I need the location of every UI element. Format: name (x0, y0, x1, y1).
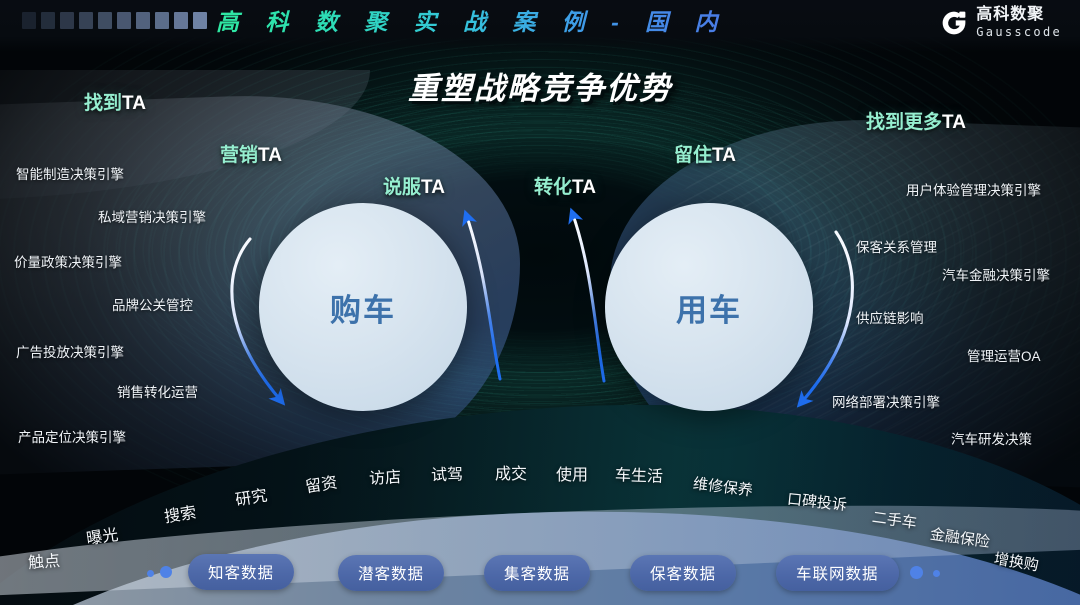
stage-circle-2[interactable]: 用车 (605, 203, 813, 411)
brand-logo: 高科数聚 Gausscode (940, 7, 1062, 38)
ta-label-cn: 找到更多 (866, 112, 943, 133)
right-capability-label-5: 管理运营OA (967, 349, 1041, 364)
header-bar-segment (136, 12, 150, 29)
stage-circle-1[interactable]: 购车 (259, 203, 467, 411)
ta-label-4: 转化TA (534, 172, 596, 199)
page-title: 重塑战略竞争优势 (408, 71, 672, 106)
right-capability-label-3: 汽车金融决策引擎 (942, 268, 1050, 283)
header-bar-segment (193, 12, 207, 29)
stage-circle-label: 购车 (330, 292, 396, 328)
logo-text-cn: 高科数聚 (976, 6, 1045, 23)
ta-label-tag: TA (421, 177, 445, 198)
journey-stage-label: 试驾 (430, 466, 464, 485)
journey-stage-label: 触点 (27, 552, 61, 573)
right-capability-label-4: 供应链影响 (856, 311, 924, 326)
ta-label-tag: TA (122, 93, 146, 114)
ta-label-5: 留住TA (674, 140, 736, 167)
journey-stage-label: 访店 (368, 469, 402, 488)
journey-stage-label: 成交 (495, 466, 528, 483)
right-capability-label-2: 保客关系管理 (856, 240, 937, 255)
header-bar-segment (41, 12, 55, 29)
ta-label-1: 找到TA (84, 88, 146, 115)
left-capability-label-4: 品牌公关管控 (112, 298, 193, 313)
ta-label-3: 说服TA (383, 172, 445, 199)
ta-label-tag: TA (942, 112, 966, 133)
ta-label-2: 营销TA (220, 140, 282, 167)
left-capability-label-5: 广告投放决策引擎 (16, 345, 124, 360)
left-capability-label-7: 产品定位决策引擎 (18, 430, 126, 445)
journey-stage-label: 车生活 (614, 467, 664, 486)
right-capability-label-7: 汽车研发决策 (951, 432, 1032, 447)
ta-label-tag: TA (258, 145, 282, 166)
pill-dot (932, 569, 940, 577)
ta-label-6: 找到更多TA (866, 107, 966, 134)
left-capability-label-2: 私域营销决策引擎 (98, 210, 206, 225)
left-capability-label-6: 销售转化运营 (117, 385, 198, 400)
journey-stage-label: 搜索 (163, 504, 198, 527)
header-bar-segment (155, 12, 169, 29)
ta-label-tag: TA (572, 177, 596, 198)
header-bar-segment (60, 12, 74, 29)
stage-circle-label: 用车 (676, 292, 742, 328)
logo-text-en: Gausscode (976, 25, 1062, 39)
journey-stage-label: 留资 (304, 474, 339, 497)
header-bar-decoration (22, 12, 207, 29)
pill-dot (146, 569, 154, 577)
header-bar: 高 科 数 聚 实 战 案 例 - 国 内 高科数聚 Gausscode (0, 0, 1080, 52)
ta-label-cn: 留住 (674, 145, 713, 166)
header-bar-segment (117, 12, 131, 29)
journey-stage-label: 使用 (556, 467, 589, 484)
right-capability-label-6: 网络部署决策引擎 (832, 395, 940, 410)
journey-stage-label: 研究 (234, 487, 269, 510)
header-bar-segment (22, 12, 36, 29)
pill-dot (909, 565, 923, 579)
data-pill-3[interactable]: 集客数据 (484, 555, 591, 591)
left-capability-label-3: 价量政策决策引擎 (14, 255, 122, 270)
data-pill-5[interactable]: 车联网数据 (776, 555, 899, 591)
ta-label-tag: TA (712, 145, 736, 166)
ta-label-cn: 找到 (84, 93, 123, 114)
header-bar-segment (174, 12, 188, 29)
ta-label-cn: 转化 (534, 177, 573, 198)
data-pill-2[interactable]: 潜客数据 (338, 555, 445, 591)
header-bar-segment (98, 12, 112, 29)
data-pill-4[interactable]: 保客数据 (630, 555, 737, 591)
header-bar-segment (79, 12, 93, 29)
ta-label-cn: 营销 (220, 145, 259, 166)
journey-stage-label: 曝光 (85, 526, 120, 549)
ta-label-cn: 说服 (383, 177, 422, 198)
left-capability-label-1: 智能制造决策引擎 (16, 167, 124, 182)
gausscode-logo-icon (942, 11, 966, 34)
right-capability-label-1: 用户体验管理决策引擎 (906, 183, 1041, 198)
pill-dot (160, 566, 172, 578)
data-pill-1[interactable]: 知客数据 (188, 554, 295, 590)
header-title: 高 科 数 聚 实 战 案 例 - 国 内 (216, 9, 728, 35)
